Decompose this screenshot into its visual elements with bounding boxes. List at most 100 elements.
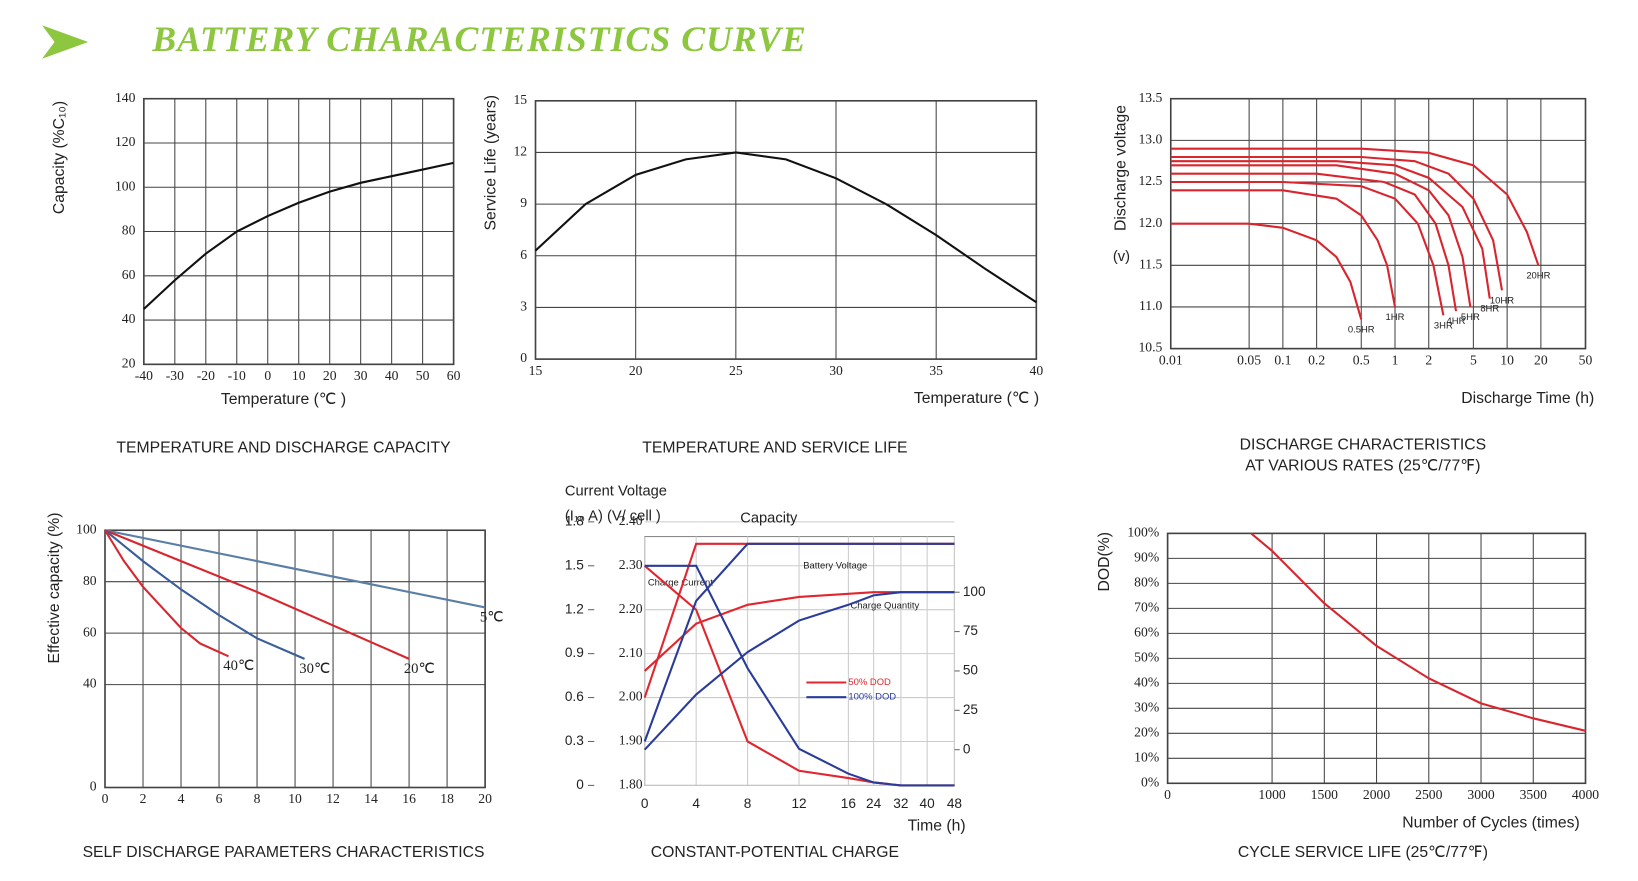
- x-tick-label: 4: [692, 796, 700, 811]
- x-tick-label: 0: [102, 791, 109, 806]
- chart-title: SELF DISCHARGE PARAMETERS CHARACTERISTIC…: [83, 844, 485, 861]
- title-arrow: [42, 25, 89, 59]
- y-tick-label: 20%: [1134, 724, 1159, 739]
- x-tick-label: 20: [629, 363, 643, 378]
- axis-header: Capacity: [740, 511, 798, 527]
- series-label: 3HR: [1434, 320, 1453, 331]
- y-tick-label: 11.5: [1139, 256, 1163, 271]
- current-tick-label: 0: [576, 777, 584, 792]
- x-tick-label: 0: [264, 368, 271, 383]
- x-tick-label: -20: [197, 368, 215, 383]
- y-tick-label: 15: [513, 92, 527, 107]
- x-tick-label: 50: [1579, 352, 1593, 367]
- y-axis-unit: (v): [1113, 249, 1130, 265]
- x-tick-label: 0.01: [1159, 352, 1183, 367]
- series-line: [1170, 147, 1540, 266]
- y-tick-label: 100%: [1127, 525, 1159, 540]
- series-line: [1170, 180, 1445, 316]
- series-label: 10HR: [1490, 295, 1514, 306]
- x-tick-label: 40: [920, 796, 936, 811]
- annotation: Charge Current: [648, 577, 713, 588]
- x-tick-label: 3500: [1520, 787, 1547, 802]
- x-tick-label: 0: [1164, 787, 1171, 802]
- series-line: [1170, 172, 1458, 312]
- legend-label: 100% DOD: [848, 692, 896, 703]
- capacity-tick-label: 100: [963, 584, 986, 599]
- y-tick-label: 20: [122, 355, 136, 370]
- y-tick-label: 80%: [1134, 575, 1159, 590]
- current-tick-label: 0.9: [565, 645, 584, 660]
- x-tick-label: 1500: [1311, 787, 1338, 802]
- series-line: [1250, 532, 1586, 732]
- x-tick-label: 2: [140, 791, 147, 806]
- x-tick-label: 0.05: [1237, 352, 1261, 367]
- x-tick-label: 2000: [1363, 787, 1390, 802]
- x-tick-label: 30: [354, 368, 368, 383]
- series-label: 0.5HR: [1348, 324, 1375, 335]
- x-tick-label: 1: [1392, 352, 1399, 367]
- y-tick-label: 11.0: [1139, 298, 1163, 313]
- x-tick-label: 0: [641, 796, 649, 811]
- series-line: [1170, 155, 1504, 291]
- x-tick-label: 40: [385, 368, 399, 383]
- y-tick-label: 12.0: [1138, 215, 1162, 230]
- chart-title: CYCLE SERVICE LIFE (25℃/77℉): [1238, 844, 1488, 861]
- y-tick-label: 0: [90, 779, 97, 794]
- canvas: BATTERY CHARACTERISTICS CURVE TEMPERATUR…: [42, 19, 1599, 861]
- series-line: [1170, 160, 1491, 299]
- series-label: 8HR: [1480, 304, 1499, 315]
- series-line: [1170, 189, 1397, 308]
- y-tick-label: 13.0: [1138, 131, 1162, 146]
- series-line: [104, 529, 410, 660]
- current-tick-label: 0.3: [565, 733, 584, 748]
- x-tick-label: 15: [529, 363, 543, 378]
- x-tick-label: 25: [729, 363, 743, 378]
- x-tick-label: 16: [841, 796, 856, 811]
- y-tick-label: 30%: [1134, 699, 1159, 714]
- x-tick-label: 14: [364, 791, 378, 806]
- voltage-tick-label: 2.30: [619, 557, 643, 572]
- series-label: 4HR: [1447, 316, 1466, 327]
- series-line: [1170, 222, 1363, 320]
- axis-header: Current Voltage: [565, 483, 667, 499]
- y-tick-label: 80: [83, 573, 97, 588]
- y-tick-label: 13.5: [1138, 90, 1162, 105]
- y-tick-label: 10%: [1134, 749, 1159, 764]
- plot-frame: [534, 100, 1038, 360]
- annotation: Battery Voltage: [803, 560, 867, 571]
- y-axis-label: Discharge voltage: [1113, 105, 1130, 231]
- capacity-tick-label: 50: [963, 663, 979, 678]
- y-tick-label: 60: [83, 624, 97, 639]
- x-tick-label: 20: [323, 368, 337, 383]
- y-tick-label: 40: [122, 311, 136, 326]
- x-tick-label: -30: [166, 368, 184, 383]
- chart-title: TEMPERATURE AND SERVICE LIFE: [642, 440, 907, 457]
- current-tick-label: 1.2: [565, 601, 584, 616]
- series-label: 20℃: [404, 661, 435, 677]
- series-line: [1170, 164, 1472, 308]
- x-tick-label: 8: [254, 791, 261, 806]
- page-title: BATTERY CHARACTERISTICS CURVE: [151, 19, 807, 59]
- y-tick-label: 100: [115, 178, 136, 193]
- x-tick-label: 10: [1500, 352, 1514, 367]
- series-label: 1HR: [1386, 312, 1405, 323]
- series-label: 20HR: [1526, 270, 1550, 281]
- voltage-tick-label: 2.20: [619, 601, 643, 616]
- y-tick-label: 40: [83, 676, 97, 691]
- y-tick-label: 0%: [1141, 774, 1159, 789]
- y-tick-label: 60%: [1134, 624, 1159, 639]
- x-tick-label: 5: [1470, 352, 1477, 367]
- y-axis-label: Service Life (years): [483, 95, 500, 231]
- x-tick-label: 40: [1030, 363, 1044, 378]
- x-tick-label: 18: [440, 791, 454, 806]
- annotation: Charge Quantity: [850, 600, 919, 611]
- y-tick-label: 6: [520, 247, 527, 262]
- legend-label: 50% DOD: [848, 677, 891, 688]
- y-tick-label: 100: [76, 521, 97, 536]
- y-axis-label: DOD(%): [1096, 532, 1113, 591]
- series-label: 40℃: [223, 658, 254, 674]
- capacity-tick-label: 25: [963, 702, 979, 717]
- x-axis-label: Time (h): [908, 818, 966, 835]
- x-tick-label: 6: [216, 791, 223, 806]
